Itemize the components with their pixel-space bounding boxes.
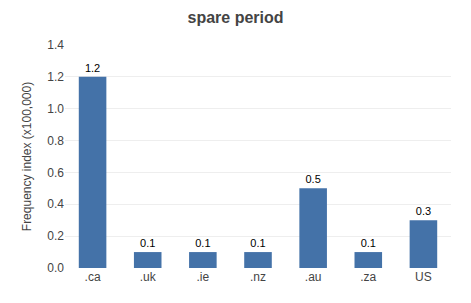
svg-text:0.1: 0.1 <box>250 237 265 249</box>
svg-text:.za: .za <box>360 270 376 284</box>
svg-text:0.3: 0.3 <box>416 205 431 217</box>
svg-text:0.1: 0.1 <box>361 237 376 249</box>
svg-text:.uk: .uk <box>140 270 157 284</box>
svg-text:Frequency index (x100,000): Frequency index (x100,000) <box>20 82 34 231</box>
svg-text:.ie: .ie <box>197 270 210 284</box>
svg-text:.nz: .nz <box>250 270 266 284</box>
svg-text:.ca: .ca <box>85 270 101 284</box>
svg-text:0.2: 0.2 <box>47 229 64 243</box>
svg-text:US: US <box>415 270 432 284</box>
svg-text:1.0: 1.0 <box>47 102 64 116</box>
svg-text:0.1: 0.1 <box>195 237 210 249</box>
svg-text:1.4: 1.4 <box>47 38 64 52</box>
svg-text:1.2: 1.2 <box>85 62 100 74</box>
svg-text:spare period: spare period <box>187 9 283 26</box>
svg-text:0.5: 0.5 <box>305 173 320 185</box>
svg-text:0.8: 0.8 <box>47 134 64 148</box>
svg-text:1.2: 1.2 <box>47 70 64 84</box>
svg-text:0.4: 0.4 <box>47 197 64 211</box>
svg-text:0.0: 0.0 <box>47 261 64 275</box>
svg-text:.au: .au <box>305 270 322 284</box>
svg-text:0.6: 0.6 <box>47 166 64 180</box>
svg-text:0.1: 0.1 <box>140 237 155 249</box>
